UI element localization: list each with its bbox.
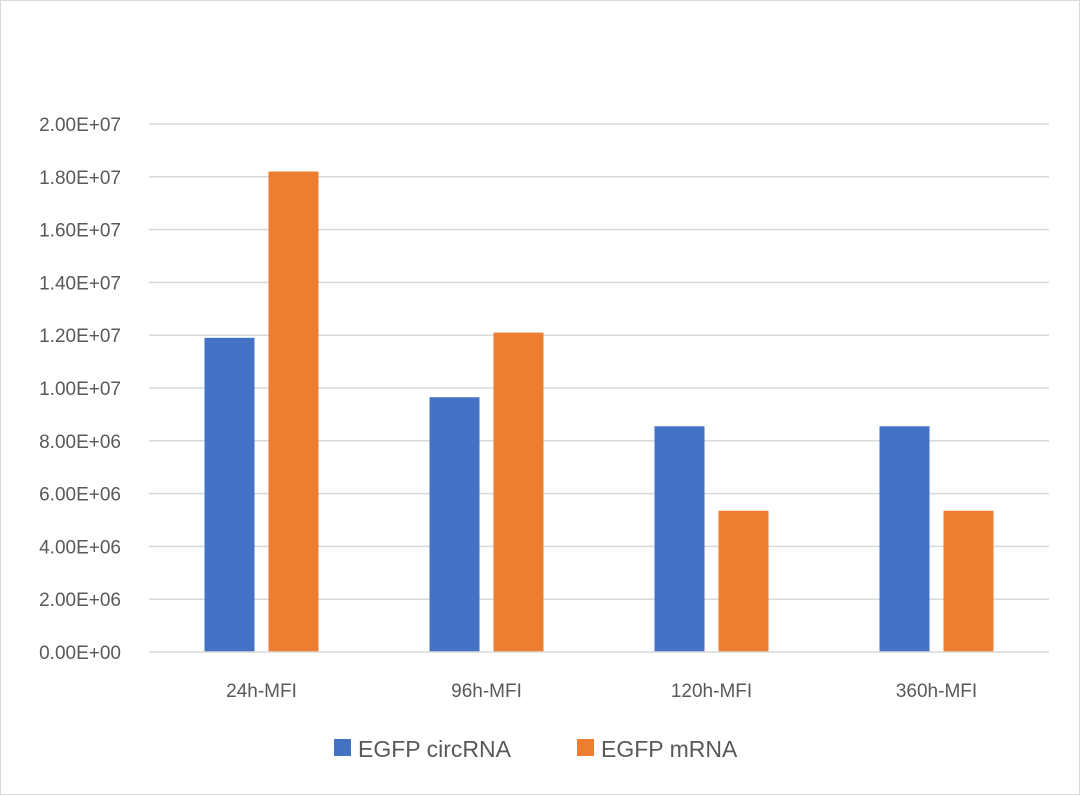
y-tick-label: 4.00E+06 — [39, 537, 121, 558]
legend-label[interactable]: EGFP mRNA — [601, 736, 738, 762]
y-tick-label: 6.00E+06 — [39, 485, 121, 506]
y-tick-label: 1.60E+07 — [39, 221, 121, 242]
bars — [204, 171, 994, 652]
bar-egfp-mrna-96h-mfi[interactable] — [493, 332, 544, 652]
y-tick-label: 1.80E+07 — [39, 168, 121, 189]
legend-swatch[interactable] — [334, 739, 351, 756]
y-axis-ticks: 0.00E+00 2.00E+06 4.00E+06 6.00E+06 8.00E+06… — [39, 115, 121, 664]
x-tick-label: 360h-MFI — [896, 681, 977, 702]
bar-egfp-mrna-360h-mfi[interactable] — [943, 510, 994, 652]
x-tick-label: 120h-MFI — [671, 681, 752, 702]
legend-label[interactable]: EGFP circRNA — [358, 736, 512, 762]
bar-egfp-circrna-360h-mfi[interactable] — [879, 426, 930, 652]
y-tick-label: 1.00E+07 — [39, 379, 121, 400]
y-tick-label: 1.40E+07 — [39, 273, 121, 294]
bar-egfp-mrna-120h-mfi[interactable] — [718, 510, 769, 652]
bar-egfp-circrna-120h-mfi[interactable] — [654, 426, 705, 652]
x-tick-label: 24h-MFI — [226, 681, 297, 702]
legend: EGFP circRNA EGFP mRNA — [334, 736, 738, 762]
y-tick-label: 0.00E+00 — [39, 643, 121, 664]
y-tick-label: 2.00E+07 — [39, 115, 121, 136]
y-tick-label: 1.20E+07 — [39, 326, 121, 347]
bar-egfp-circrna-96h-mfi[interactable] — [429, 397, 480, 652]
y-tick-label: 2.00E+06 — [39, 590, 121, 611]
x-tick-label: 96h-MFI — [451, 681, 522, 702]
bar-egfp-circrna-24h-mfi[interactable] — [204, 337, 255, 652]
legend-swatch[interactable] — [577, 739, 594, 756]
bar-egfp-mrna-24h-mfi[interactable] — [268, 171, 319, 652]
x-axis-ticks: 24h-MFI 96h-MFI 120h-MFI 360h-MFI — [226, 681, 977, 702]
y-tick-label: 8.00E+06 — [39, 432, 121, 453]
